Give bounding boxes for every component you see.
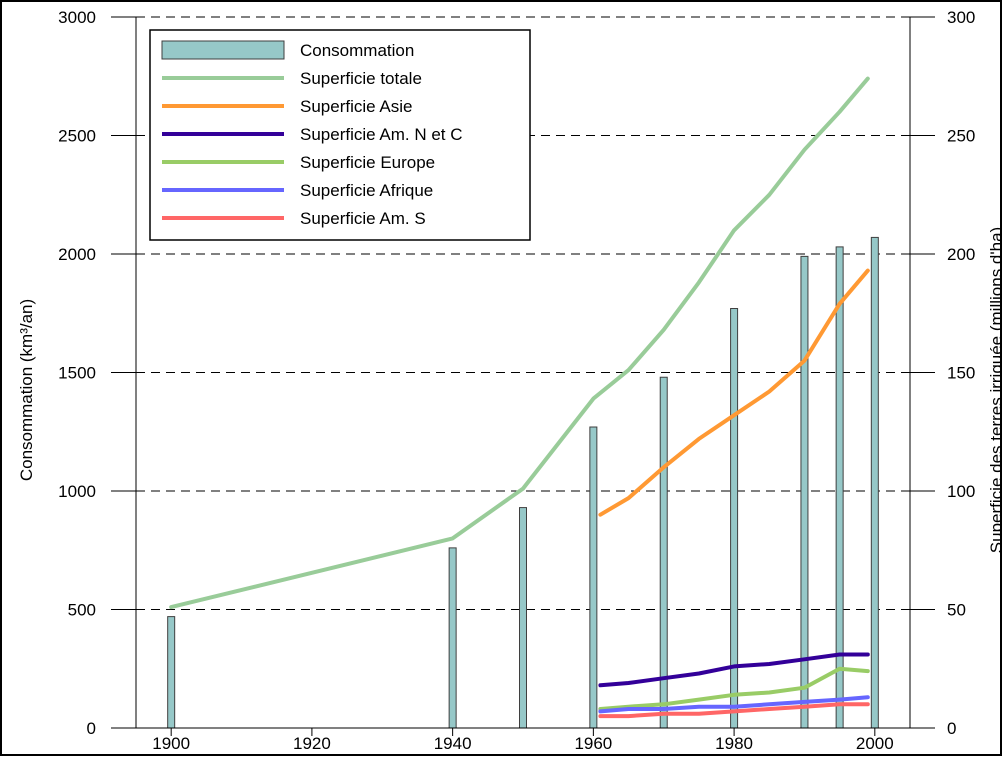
right-tick-label-250: 250 — [947, 127, 975, 146]
right-tick-label-150: 150 — [947, 364, 975, 383]
bar-consommation-1960 — [589, 426, 598, 729]
legend-layer: Consommation Superficie totale Superficie … — [149, 29, 531, 241]
lines-layer — [169, 76, 870, 719]
x-tick-label-1900: 1900 — [152, 734, 190, 753]
x-tick-label-1960: 1960 — [574, 734, 612, 753]
bar-consommation-1970 — [659, 376, 668, 729]
bars-layer — [167, 236, 879, 729]
bar-consommation-1940 — [448, 547, 457, 729]
axes-layer: 0 500 1000 1500 2000 2500 3000 0 50 100 150 200 250 3… — [58, 8, 975, 753]
x-tick-label-1920: 1920 — [293, 734, 331, 753]
left-axis-label: Consommation (km³/an) — [17, 299, 36, 481]
legend-label-superficie-europe: Superficie Europe — [300, 153, 435, 172]
left-tick-label-1500: 1500 — [58, 364, 96, 383]
legend-swatch-consommation — [161, 40, 285, 60]
bar-consommation-1950 — [519, 507, 527, 729]
left-tick-label-0: 0 — [87, 719, 96, 738]
x-tick-label-1940: 1940 — [434, 734, 472, 753]
legend-label-superficie-am-n-et-c: Superficie Am. N et C — [300, 125, 463, 144]
right-tick-label-50: 50 — [947, 601, 966, 620]
legend-label-superficie-am-s: Superficie Am. S — [300, 209, 426, 228]
grid-layer — [136, 16, 910, 610]
line-superficie-totale — [169, 76, 870, 610]
line-superficie-europe — [598, 666, 870, 711]
legend-label-consommation: Consommation — [300, 41, 414, 60]
legend-label-superficie-asie: Superficie Asie — [300, 97, 412, 116]
right-axis-label: Superficie des terres irriguée (millions… — [987, 227, 1002, 553]
line-superficie-am-n-et-c — [598, 652, 870, 688]
line-superficie-afrique — [598, 695, 870, 714]
left-tick-label-3000: 3000 — [58, 8, 96, 27]
bar-consommation-2000 — [870, 236, 879, 729]
right-tick-label-100: 100 — [947, 482, 975, 501]
right-tick-label-0: 0 — [947, 719, 956, 738]
right-tick-label-200: 200 — [947, 245, 975, 264]
legend-label-superficie-totale: Superficie totale — [300, 69, 422, 88]
left-tick-label-2000: 2000 — [58, 245, 96, 264]
left-tick-label-1000: 1000 — [58, 482, 96, 501]
line-superficie-asie — [598, 268, 870, 517]
legend-label-superficie-afrique: Superficie Afrique — [300, 181, 433, 200]
x-tick-label-1980: 1980 — [715, 734, 753, 753]
x-tick-label-2000: 2000 — [856, 734, 894, 753]
right-tick-label-300: 300 — [947, 8, 975, 27]
line-superficie-am-s — [598, 702, 870, 719]
left-tick-label-2500: 2500 — [58, 127, 96, 146]
left-tick-label-500: 500 — [68, 601, 96, 620]
bar-consommation-1900 — [167, 616, 176, 729]
